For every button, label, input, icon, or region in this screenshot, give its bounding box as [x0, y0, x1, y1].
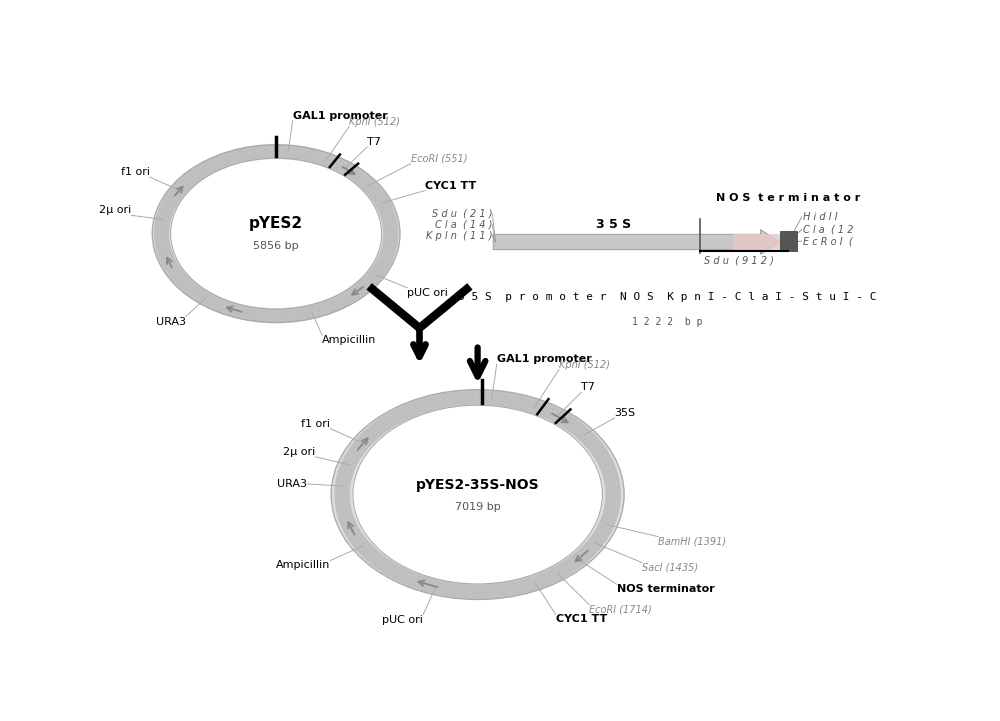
Text: KpnI (512): KpnI (512): [349, 117, 400, 127]
Text: pYES2: pYES2: [249, 216, 303, 231]
Text: f1 ori: f1 ori: [121, 167, 150, 177]
Text: EcoRI (551): EcoRI (551): [411, 154, 467, 164]
Text: CYC1 TT: CYC1 TT: [556, 614, 607, 624]
Text: E c R o I  (: E c R o I (: [803, 236, 853, 246]
Text: N O S  t e r m i n a t o r: N O S t e r m i n a t o r: [716, 193, 861, 203]
Text: URA3: URA3: [277, 479, 307, 489]
Text: T7: T7: [367, 137, 381, 147]
Text: 35S: 35S: [614, 408, 636, 418]
Text: K p l n  ( 1 1 ): K p l n ( 1 1 ): [426, 231, 492, 241]
Text: Ampicillin: Ampicillin: [322, 335, 377, 345]
Text: S d u  ( 2 1 ): S d u ( 2 1 ): [432, 209, 492, 219]
Text: C l a  ( 1 2: C l a ( 1 2: [803, 224, 854, 234]
FancyArrow shape: [493, 229, 780, 255]
Circle shape: [318, 380, 638, 609]
Text: GAL1 promoter: GAL1 promoter: [497, 354, 592, 364]
Text: pYES2-35S-NOS: pYES2-35S-NOS: [416, 477, 539, 492]
Text: T7: T7: [581, 382, 595, 392]
Text: BamHI (1391): BamHI (1391): [658, 536, 726, 547]
Text: 1 2 2 2  b p: 1 2 2 2 b p: [632, 317, 703, 327]
Text: 3 5 S: 3 5 S: [596, 218, 631, 231]
Text: GAL1 promoter: GAL1 promoter: [293, 111, 387, 121]
Bar: [780, 231, 797, 252]
Bar: [733, 234, 780, 249]
Text: H i d I I: H i d I I: [803, 212, 838, 222]
Text: 3 5 S  p r o m o t e r  N O S  K p n I - C l a I - S t u I - C: 3 5 S p r o m o t e r N O S K p n I - C …: [458, 292, 877, 301]
Text: 5856 bp: 5856 bp: [253, 241, 299, 251]
Text: EcoRI (1714): EcoRI (1714): [589, 605, 652, 614]
Circle shape: [353, 405, 602, 584]
Text: 2μ ori: 2μ ori: [99, 205, 132, 216]
Text: pUC ori: pUC ori: [382, 615, 423, 624]
Text: 7019 bp: 7019 bp: [455, 502, 501, 512]
Text: Ampicillin: Ampicillin: [276, 560, 330, 570]
Text: KpnI (512): KpnI (512): [559, 360, 610, 370]
Circle shape: [152, 145, 400, 322]
Circle shape: [141, 137, 411, 331]
Text: SacI (1435): SacI (1435): [642, 562, 698, 572]
Text: URA3: URA3: [156, 317, 186, 327]
Text: NOS terminator: NOS terminator: [617, 584, 714, 594]
Text: S d u  ( 9 1 2 ): S d u ( 9 1 2 ): [704, 256, 774, 266]
Circle shape: [331, 389, 624, 599]
Text: f1 ori: f1 ori: [301, 419, 330, 429]
Text: pUC ori: pUC ori: [407, 288, 448, 298]
Text: 2μ ori: 2μ ori: [283, 447, 315, 456]
Text: CYC1 TT: CYC1 TT: [425, 180, 476, 190]
Text: C l a  ( 1 4 ): C l a ( 1 4 ): [435, 220, 492, 230]
Circle shape: [171, 158, 382, 309]
